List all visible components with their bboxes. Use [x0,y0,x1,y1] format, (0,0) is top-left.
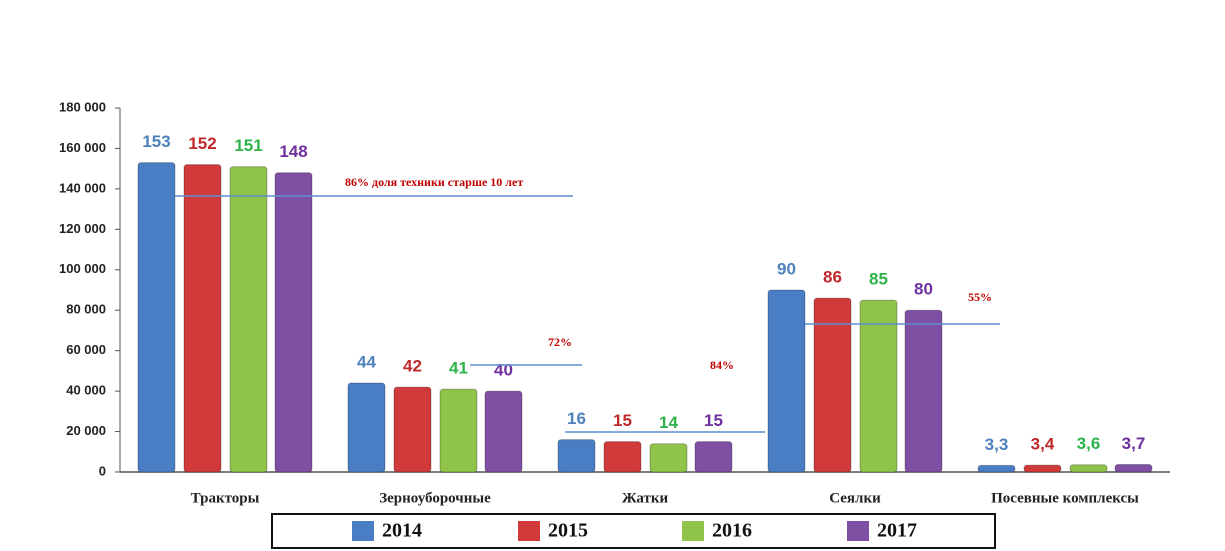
bar [439,388,478,473]
annotation: 84% [710,358,734,372]
value-label: 42 [403,357,422,376]
bar [1069,464,1108,473]
bar [603,441,642,473]
y-tick-label: 180 000 [59,99,106,114]
annotation: 86% доля техники старше 10 лет [345,175,523,189]
value-label: 3,7 [1122,434,1146,453]
bar [694,441,733,473]
y-tick-label: 60 000 [66,342,106,357]
bar [1114,464,1153,473]
bar [137,162,176,473]
y-tick-label: 40 000 [66,383,106,398]
value-label: 14 [659,413,678,432]
value-label: 16 [567,409,586,428]
value-label: 148 [279,142,307,161]
value-label: 15 [704,411,723,430]
value-label: 3,4 [1031,435,1055,454]
y-tick-label: 100 000 [59,261,106,276]
legend-swatch [352,521,374,541]
bar [183,164,222,473]
bar [557,439,596,473]
bar [229,166,268,473]
y-tick-label: 140 000 [59,180,106,195]
bar [393,386,432,473]
value-label: 86 [823,268,842,287]
bar [767,289,806,473]
legend-label: 2016 [712,520,752,542]
bar [813,297,852,473]
x-tick-label: Зерноуборочные [379,490,491,506]
value-label: 85 [869,270,888,289]
legend-box [271,513,996,549]
value-label: 153 [142,132,170,151]
bar [904,309,943,473]
value-label: 40 [494,361,513,380]
legend-label: 2017 [877,520,917,542]
x-tick-label: Сеялки [829,490,881,506]
legend-swatch [847,521,869,541]
legend-label: 2014 [382,520,422,542]
y-tick-label: 120 000 [59,221,106,236]
x-tick-label: Тракторы [191,490,260,506]
annotation: 72% [548,335,572,349]
bar [649,443,688,473]
value-label: 3,3 [985,435,1009,454]
x-tick-label: Посевные комплексы [991,490,1139,506]
value-label: 41 [449,359,468,378]
value-label: 151 [234,136,262,155]
y-tick-label: 80 000 [66,302,106,317]
y-tick-label: 0 [99,463,106,478]
y-tick-label: 160 000 [59,140,106,155]
value-label: 15 [613,411,632,430]
x-tick-label: Жатки [622,490,669,506]
bar [484,390,523,473]
bar [347,382,386,473]
bar [274,172,313,473]
value-label: 44 [357,353,376,372]
value-label: 152 [188,134,216,153]
bar [977,464,1016,473]
legend-swatch [518,521,540,541]
value-label: 90 [777,259,796,278]
annotation: 55% [968,290,992,304]
value-label: 3,6 [1077,434,1101,453]
legend-swatch [682,521,704,541]
bar [859,299,898,473]
value-label: 80 [914,280,933,299]
legend-label: 2015 [548,520,588,542]
bar [1023,464,1062,473]
y-tick-label: 20 000 [66,423,106,438]
